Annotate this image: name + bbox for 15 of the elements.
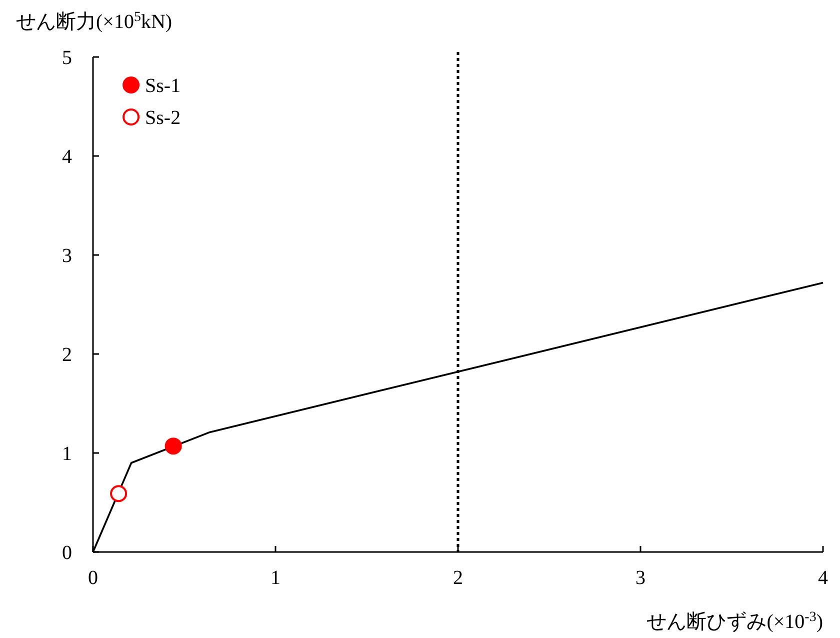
x-tick-label: 4 xyxy=(818,567,828,589)
x-tick-label: 2 xyxy=(453,567,463,589)
legend-label: Ss-1 xyxy=(145,75,181,97)
y-tick-label: 0 xyxy=(62,542,72,564)
y-axis-title: せん断力(×10$^{5}$kN) xyxy=(16,10,172,33)
y-tick-label: 3 xyxy=(62,245,72,267)
x-tick-label: 0 xyxy=(88,567,98,589)
legend-label: Ss-2 xyxy=(145,107,181,129)
y-tick-label: 1 xyxy=(62,443,72,465)
y-tick-label: 5 xyxy=(62,47,72,69)
x-tick-label: 3 xyxy=(636,567,646,589)
x-axis-title: せん断ひずみ(×10$^{-3}$) xyxy=(646,610,823,633)
y-tick-label: 2 xyxy=(62,344,72,366)
x-tick-label: 1 xyxy=(270,567,280,589)
y-tick-label: 4 xyxy=(62,146,72,168)
